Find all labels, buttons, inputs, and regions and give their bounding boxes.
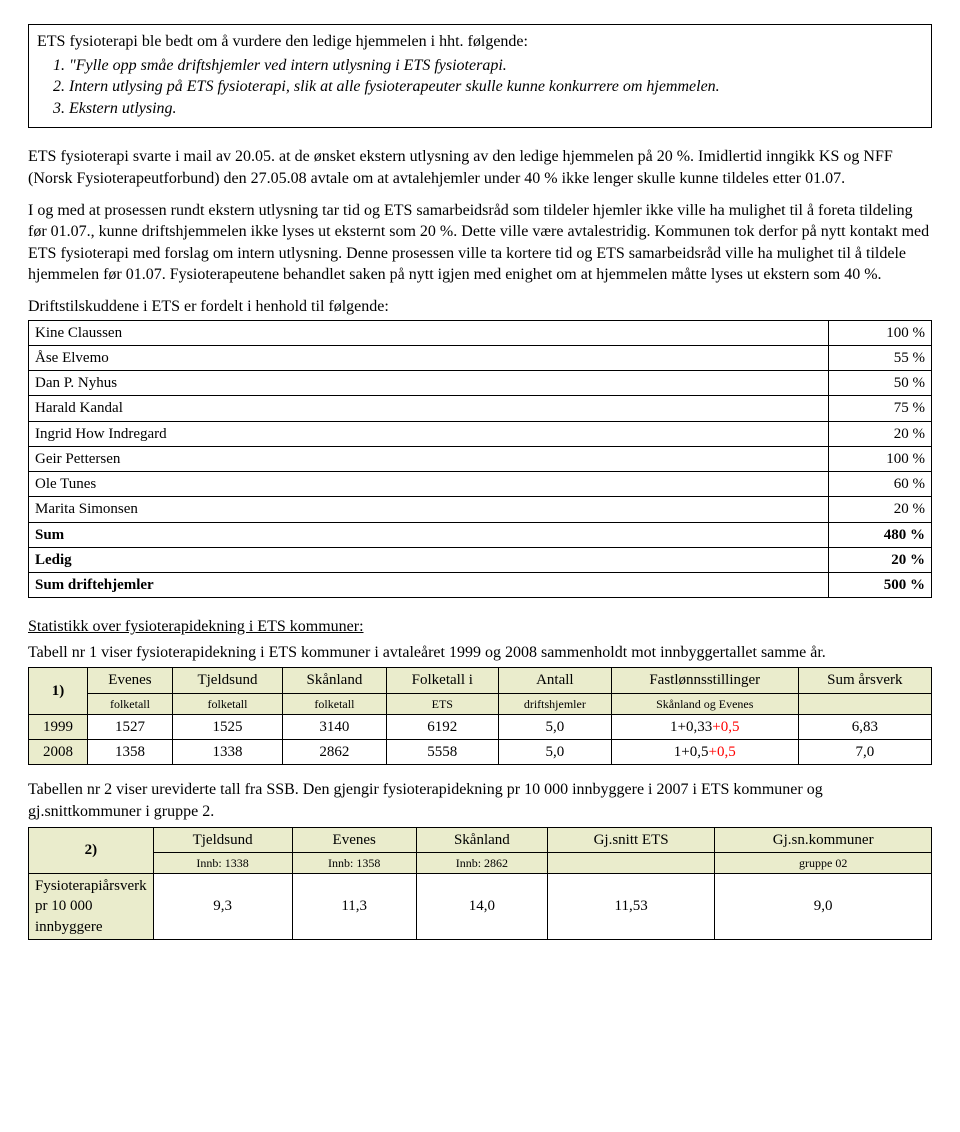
t2-head: Tjeldsund [153,827,292,852]
t1-intro: Tabell nr 1 viser fysioterapidekning i E… [28,642,932,664]
t1-cell: 3140 [283,714,387,739]
t2-subhead: Innb: 1358 [292,852,416,873]
t1-cell: 6192 [386,714,498,739]
t2-head: Gj.sn.kommuner [715,827,932,852]
drift-name: Ingrid How Indregard [29,421,829,446]
t1-subhead: folketall [88,693,173,714]
t1-subhead [798,693,931,714]
drift-lead: Driftstilskuddene i ETS er fordelt i hen… [28,296,932,318]
box-item-1: "Fylle opp småe driftshjemler ved intern… [69,55,923,77]
t1-cell: 1525 [172,714,282,739]
t1-cell: 5,0 [498,740,611,765]
t1-cell: 1527 [88,714,173,739]
t1-cell: 5,0 [498,714,611,739]
drift-pct: 60 % [829,472,932,497]
stats-heading: Statistikk over fysioterapidekning i ETS… [28,616,932,638]
t1-subhead: driftshjemler [498,693,611,714]
table-row: Åse Elvemo55 % [29,345,932,370]
drift-name: Ole Tunes [29,472,829,497]
table-row: Marita Simonsen20 % [29,497,932,522]
drift-name: Ledig [29,547,829,572]
table-row: Sum480 % [29,522,932,547]
t1-subhead: folketall [283,693,387,714]
box-lead: ETS fysioterapi ble bedt om å vurdere de… [37,31,923,53]
t1-head: Skånland [283,668,387,693]
drift-name: Sum [29,522,829,547]
t1-head: Antall [498,668,611,693]
box-list: "Fylle opp småe driftshjemler ved intern… [37,55,923,120]
t1-head: Folketall i [386,668,498,693]
table-row: Fysioterapiårsverk pr 10 000 innbyggere9… [29,874,932,940]
drift-name: Harald Kandal [29,396,829,421]
t1-subhead: folketall [172,693,282,714]
drift-pct: 50 % [829,371,932,396]
t1-cell: 6,83 [798,714,931,739]
t2-rowlabel: Fysioterapiårsverk pr 10 000 innbyggere [29,874,154,940]
drift-table: Kine Claussen100 %Åse Elvemo55 %Dan P. N… [28,320,932,599]
drift-pct: 55 % [829,345,932,370]
t1-cell: 7,0 [798,740,931,765]
t2-cell: 11,53 [547,874,714,940]
drift-pct: 75 % [829,396,932,421]
table-row: Dan P. Nyhus50 % [29,371,932,396]
paragraph-1: ETS fysioterapi svarte i mail av 20.05. … [28,146,932,189]
table-row: Ledig20 % [29,547,932,572]
box-item-3: Ekstern utlysing. [69,98,923,120]
t1-head: Tjeldsund [172,668,282,693]
drift-pct: 100 % [829,320,932,345]
table-1: 1)EvenesTjeldsundSkånlandFolketall iAnta… [28,667,932,765]
box-item-2: Intern utlysing på ETS fysioterapi, slik… [69,76,923,98]
table-row: Sum driftehjemler500 % [29,573,932,598]
drift-name: Geir Pettersen [29,446,829,471]
t2-corner: 2) [29,827,154,873]
t2-subhead [547,852,714,873]
t2-intro: Tabellen nr 2 viser ureviderte tall fra … [28,779,932,822]
t1-cell: 5558 [386,740,498,765]
t1-year: 2008 [29,740,88,765]
t1-corner: 1) [29,668,88,714]
drift-pct: 20 % [829,497,932,522]
t2-subhead: Innb: 1338 [153,852,292,873]
t2-cell: 14,0 [416,874,547,940]
t2-cell: 9,3 [153,874,292,940]
table-row: Ingrid How Indregard20 % [29,421,932,446]
drift-pct: 20 % [829,421,932,446]
t1-year: 1999 [29,714,88,739]
t2-head: Evenes [292,827,416,852]
t1-subhead: Skånland og Evenes [611,693,798,714]
t2-head: Gj.snitt ETS [547,827,714,852]
table-row: 200813581338286255585,01+0,5+0,57,0 [29,740,932,765]
t1-cell: 1+0,5+0,5 [611,740,798,765]
t1-cell: 2862 [283,740,387,765]
table-row: Kine Claussen100 % [29,320,932,345]
drift-pct: 20 % [829,547,932,572]
t1-head: Evenes [88,668,173,693]
paragraph-2: I og med at prosessen rundt ekstern utly… [28,200,932,286]
drift-name: Marita Simonsen [29,497,829,522]
drift-name: Sum driftehjemler [29,573,829,598]
drift-pct: 100 % [829,446,932,471]
t2-cell: 9,0 [715,874,932,940]
t2-subhead: Innb: 2862 [416,852,547,873]
t2-head: Skånland [416,827,547,852]
table-2: 2)TjeldsundEvenesSkånlandGj.snitt ETSGj.… [28,827,932,940]
drift-name: Kine Claussen [29,320,829,345]
t1-cell: 1358 [88,740,173,765]
t1-head: Fastlønnsstillinger [611,668,798,693]
t2-subhead: gruppe 02 [715,852,932,873]
drift-name: Åse Elvemo [29,345,829,370]
drift-name: Dan P. Nyhus [29,371,829,396]
table-row: Geir Pettersen100 % [29,446,932,471]
table-row: Ole Tunes60 % [29,472,932,497]
t1-head: Sum årsverk [798,668,931,693]
drift-pct: 480 % [829,522,932,547]
t1-subhead: ETS [386,693,498,714]
table-row: 199915271525314061925,01+0,33+0,56,83 [29,714,932,739]
drift-pct: 500 % [829,573,932,598]
t1-cell: 1+0,33+0,5 [611,714,798,739]
t2-cell: 11,3 [292,874,416,940]
request-box: ETS fysioterapi ble bedt om å vurdere de… [28,24,932,128]
t1-cell: 1338 [172,740,282,765]
table-row: Harald Kandal75 % [29,396,932,421]
